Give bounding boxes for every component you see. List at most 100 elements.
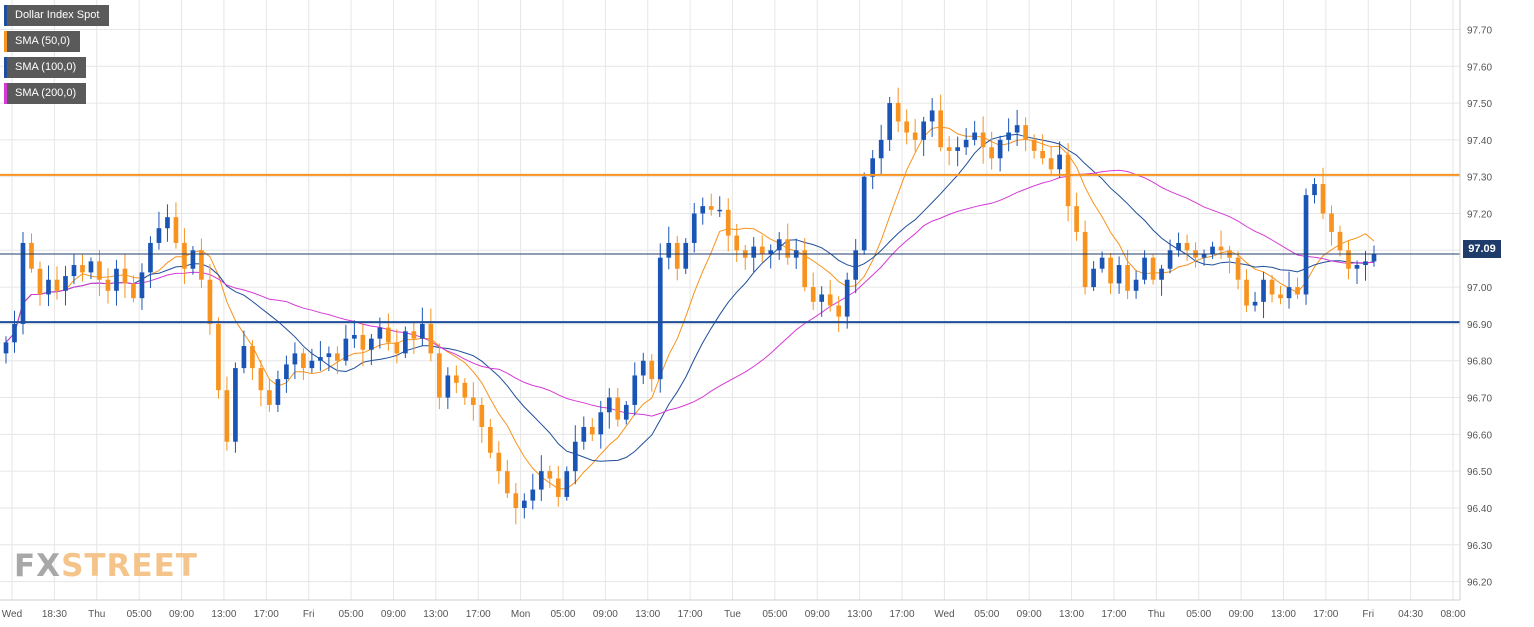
candle-body [105,279,111,291]
candle-body [1159,268,1164,280]
candle-body [870,158,876,177]
y-tick-label: 96.80 [1467,357,1492,368]
y-tick-label: 96.60 [1467,430,1492,441]
candle-body [938,110,943,148]
x-tick-label: Thu [1148,609,1165,620]
x-tick-label: Fri [303,609,315,620]
candle-body [29,242,34,269]
y-tick-label: 97.30 [1467,173,1492,184]
candle-body [20,242,26,324]
candle-body [1235,257,1241,280]
candle-body [912,132,918,140]
x-tick-label: Tue [724,609,741,620]
candle-body [292,353,298,365]
candle-body [844,279,850,317]
candle-body [71,265,77,277]
x-tick-label: 09:00 [381,609,406,620]
candle-body [1099,257,1105,269]
candle-body [275,379,281,405]
x-tick-label: 04:30 [1398,609,1423,620]
candle-body [989,147,994,159]
candle-body [666,242,672,258]
candle-body [394,342,400,354]
x-tick-label: 17:00 [678,609,703,620]
candle-body [810,287,816,302]
candle-body [1184,242,1190,251]
legend-item-sma50[interactable]: SMA (50,0) [4,31,81,52]
candle-body [802,250,808,288]
candle-body [1082,231,1088,288]
candle-body [369,338,374,350]
candle-body [980,132,986,148]
x-tick-label: 09:00 [169,609,194,620]
legend-label: SMA (200,0) [15,87,77,99]
candle-body [63,276,68,291]
candle-body [233,368,238,442]
candle-body [216,323,221,391]
legend-item-sma200[interactable]: SMA (200,0) [4,83,87,104]
candle-body [1218,246,1224,251]
candle-body [547,471,553,479]
candle-body [1057,154,1062,170]
candle-body [606,397,612,413]
candle-body [921,121,927,140]
candle-body [284,364,289,380]
candle-body [1252,301,1258,306]
y-tick-label: 97.60 [1467,62,1492,73]
candle-body [1150,257,1156,280]
x-tick-label: 05:00 [127,609,152,620]
candle-body [386,327,391,343]
candle-body [878,139,884,159]
candle-body [674,242,680,269]
candle-body [1329,213,1334,232]
candle-body [1261,279,1266,302]
candle-body [148,242,153,273]
legend-label: Dollar Index Spot [15,9,100,21]
y-tick-label: 96.20 [1467,578,1492,589]
x-tick-label: 17:00 [254,609,279,620]
x-tick-label: 13:00 [423,609,448,620]
candle-body [827,294,833,306]
candle-body [853,250,859,280]
candle-body [97,261,102,280]
x-tick-label: Wed [2,609,22,620]
candle-body [3,342,9,354]
x-tick-label: Mon [511,609,530,620]
candle-body [190,250,196,269]
x-tick-label: 18:30 [42,609,67,620]
x-tick-label: 09:00 [1017,609,1042,620]
current-price-label: 97.09 [1463,240,1501,258]
candle-body [54,279,60,291]
logo-fx: FX [14,548,62,584]
candle-body [165,217,170,229]
candle-body [1303,195,1309,295]
candle-body [1074,206,1079,232]
candle-body [708,206,714,210]
candle-body [598,412,604,435]
candle-body [224,390,230,442]
x-tick-label: 05:00 [1186,609,1211,620]
candle-body [1065,154,1071,207]
candle-body [997,139,1003,159]
y-tick-label: 97.50 [1467,99,1492,110]
legend-item-sma100[interactable]: SMA (100,0) [4,57,87,78]
y-tick-label: 96.70 [1467,394,1492,405]
candle-body [1014,125,1020,133]
candle-body [470,397,476,405]
fxstreet-logo: FXSTREET [14,548,198,584]
candle-body [946,147,952,151]
candle-body [326,353,332,358]
y-tick-label: 97.20 [1467,209,1492,220]
x-tick-label: 05:00 [339,609,364,620]
candle-body [1167,250,1173,269]
x-tick-label: 17:00 [1101,609,1126,620]
x-tick-label: 17:00 [1313,609,1338,620]
x-tick-label: 13:00 [1271,609,1296,620]
legend-swatch [4,5,7,26]
candle-body [1176,242,1181,251]
candle-body [335,353,340,361]
candle-body [1286,287,1292,299]
legend-item-price[interactable]: Dollar Index Spot [4,5,110,26]
candle-body [1320,184,1326,214]
candle-body [623,404,629,420]
